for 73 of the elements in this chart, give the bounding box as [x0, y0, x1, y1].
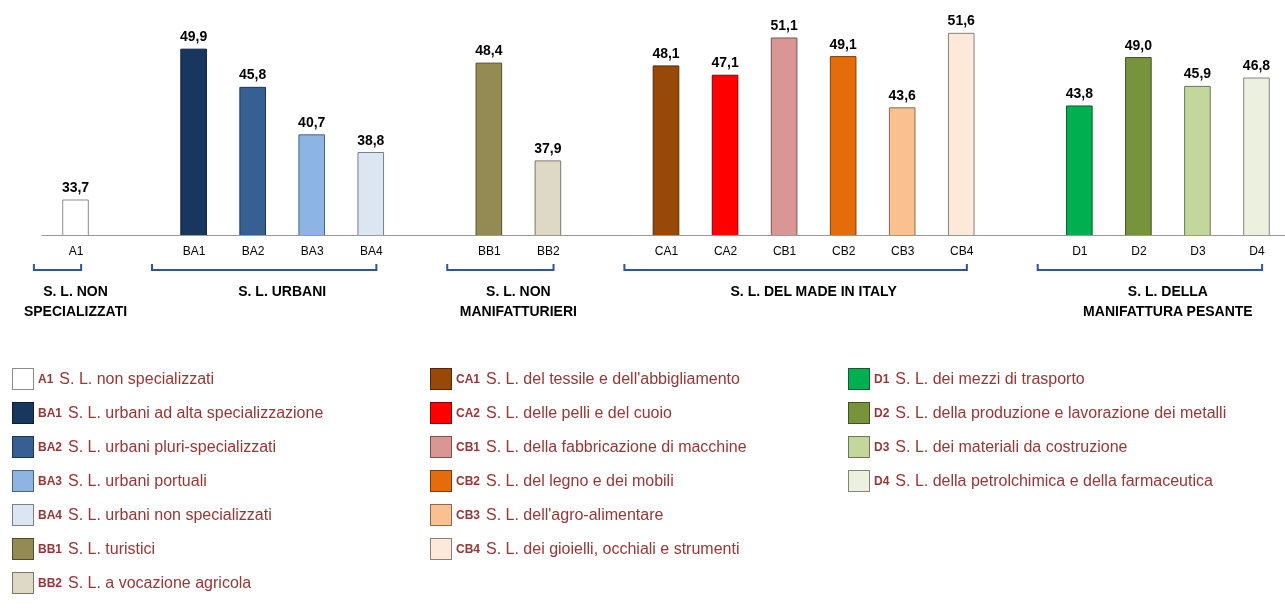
x-tick-label: BA1: [182, 243, 206, 258]
category-label: BB2: [38, 576, 63, 590]
annotation: S. L. NON SPECIALIZZATI: [23, 283, 128, 319]
x-tick-label: CB1: [772, 243, 797, 258]
x-tick-label: A1: [68, 243, 84, 258]
category-label: BA1: [38, 406, 63, 420]
data-label: 46,8: [1242, 57, 1271, 74]
data-label: 47,1: [711, 54, 739, 71]
category-label: BA2: [38, 440, 63, 454]
legend-label: S. L. turistici: [68, 540, 156, 558]
legend-label: S. L. dei gioielli, occhiali e strumenti: [486, 540, 740, 558]
legend-label: S. L. del tessile e dell'abbigliamento: [486, 370, 740, 388]
category-label: A1: [38, 372, 54, 386]
category-label: D1: [874, 372, 890, 386]
legend-label: S. L. della produzione e lavorazione dei metalli: [895, 404, 1227, 422]
category-label: BA3: [38, 474, 63, 488]
x-tick-label: D2: [1131, 243, 1147, 258]
legend-label: S. L. urbani pluri-specializzati: [68, 438, 277, 456]
category-label: CB2: [456, 474, 481, 488]
x-tick-label: BB2: [537, 243, 561, 258]
legend-label: S. L. del legno e dei mobili: [486, 472, 674, 490]
x-tick-label: D4: [1249, 243, 1265, 258]
data-label: 38,8: [357, 131, 385, 148]
legend-label: S. L. dell'agro-alimentare: [486, 506, 664, 524]
data-label: 48,4: [475, 42, 503, 59]
category-label: CA1: [456, 372, 481, 386]
legend-label: S. L. a vocazione agricola: [68, 574, 252, 592]
legend-label: S. L. non specializzati: [59, 370, 215, 388]
data-label: 43,6: [888, 86, 917, 103]
legend-label: S. L. delle pelli e del cuoio: [486, 404, 672, 422]
data-label: 37,9: [534, 139, 562, 156]
x-tick-label: D3: [1190, 243, 1206, 258]
data-label: 49,1: [829, 35, 857, 52]
category-label: D4: [874, 474, 890, 488]
category-label: CA2: [456, 406, 481, 420]
category-label: BB1: [38, 542, 63, 556]
data-label: 45,9: [1183, 65, 1212, 82]
x-tick-label: CB3: [891, 243, 915, 258]
legend-label: S. L. urbani ad alta specializzazione: [68, 404, 324, 422]
x-tick-label: CB4: [950, 243, 974, 258]
data-label: 49,9: [179, 28, 208, 45]
data-label: 45,8: [239, 66, 267, 83]
legend-label: S. L. della fabbricazione di macchine: [486, 438, 747, 456]
x-tick-label: BA4: [359, 243, 383, 258]
legend-label: S. L. urbani portuali: [68, 472, 207, 490]
x-tick-label: BA2: [241, 243, 265, 258]
category-label: CB1: [456, 440, 481, 454]
data-label: 51,6: [947, 12, 976, 29]
legend-label: S. L. urbani non specializzati: [68, 506, 272, 524]
category-label: D3: [874, 440, 890, 454]
data-label: 33,7: [61, 179, 90, 195]
legend-label: S. L. dei materiali da costruzione: [895, 438, 1128, 456]
annotation: S. L. URBANI: [238, 283, 327, 299]
data-label: 49,0: [1124, 36, 1153, 53]
data-label: 51,1: [770, 16, 798, 33]
category-label: CB3: [456, 508, 481, 522]
category-label: BA4: [38, 508, 63, 522]
x-tick-label: CB2: [831, 243, 856, 258]
annotation: S. L. DELLA MANIFATTURA PESANTE: [1083, 283, 1253, 319]
annotation: S. L. NON MANIFATTURIERI: [459, 283, 577, 319]
x-tick-label: CA1: [654, 243, 679, 258]
data-label: 43,8: [1065, 84, 1094, 101]
x-tick-label: BA3: [300, 243, 324, 258]
legend-label: S. L. dei mezzi di trasporto: [895, 370, 1085, 388]
category-label: D2: [874, 406, 890, 420]
x-tick-label: CA2: [713, 243, 738, 258]
annotation: S. L. DEL MADE IN ITALY: [730, 283, 898, 299]
x-tick-label: BB1: [478, 243, 502, 258]
category-label: CB4: [456, 542, 481, 556]
legend-label: S. L. della petrolchimica e della farmaceutica: [895, 472, 1213, 490]
data-label: 40,7: [298, 113, 326, 130]
data-label: 48,1: [652, 44, 680, 61]
x-tick-label: D1: [1072, 243, 1088, 258]
